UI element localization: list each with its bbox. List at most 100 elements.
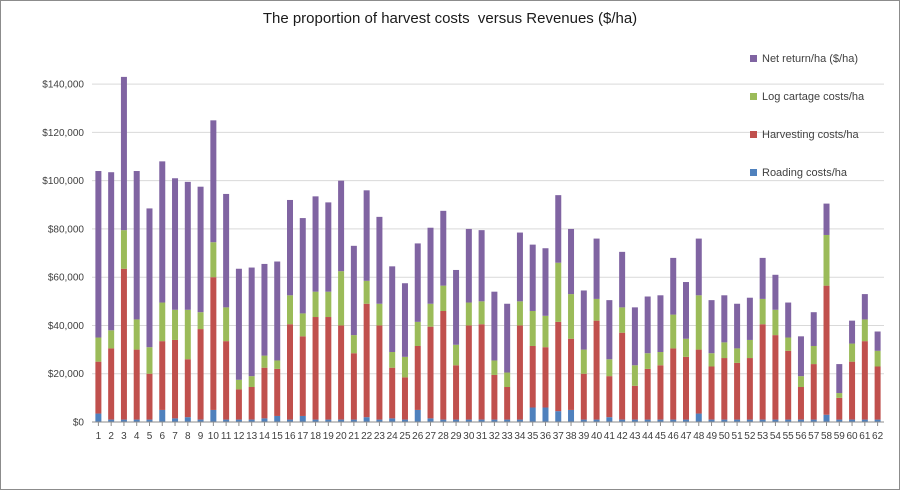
bar-segment [287, 199, 293, 296]
bar-segment [95, 361, 102, 414]
bar-segment [363, 280, 370, 304]
x-tick-label: 54 [770, 431, 782, 442]
bar-segment [223, 307, 230, 342]
bar-segment [427, 418, 434, 422]
x-tick-label: 8 [185, 431, 191, 442]
bar-segment [401, 419, 408, 422]
bar-segment [146, 347, 153, 374]
bar-segment [504, 419, 511, 422]
x-tick-label: 33 [502, 431, 514, 442]
bar-segment [184, 309, 191, 360]
bar-segment [746, 419, 753, 422]
bar-segment [580, 349, 587, 374]
legend-label: Log cartage costs/ha [762, 91, 865, 103]
bar-segment [580, 419, 587, 422]
bar-segment [861, 341, 868, 420]
bar-segment [274, 415, 281, 422]
bar-segment [338, 419, 345, 422]
bar-segment [401, 356, 408, 378]
bar-segment [453, 365, 460, 420]
bar-segment [734, 303, 741, 349]
bar-segment [746, 339, 753, 359]
bar-segment [542, 315, 549, 348]
x-tick-label: 3 [121, 431, 127, 442]
bar-segment [133, 171, 140, 320]
x-tick-label: 14 [259, 431, 271, 442]
bar-segment [325, 419, 332, 422]
bar-segment [734, 348, 741, 363]
bar-segment [785, 337, 792, 351]
x-tick-label: 58 [821, 431, 833, 442]
bar-segment [350, 419, 357, 422]
bar-segment [721, 358, 728, 420]
bar-segment [197, 312, 204, 330]
bar-segment [223, 419, 230, 422]
x-tick-label: 5 [147, 431, 153, 442]
bar-segment [657, 365, 664, 420]
x-tick-label: 37 [553, 431, 565, 442]
gridlines [92, 83, 884, 375]
bar-segment [440, 210, 447, 286]
bar-segment [261, 418, 268, 422]
x-tick-label: 32 [489, 431, 501, 442]
bar-segment [120, 76, 127, 231]
x-tick-label: 41 [604, 431, 616, 442]
bar-segment [516, 325, 523, 420]
bar-segment [810, 345, 817, 365]
bar-segment [414, 243, 421, 322]
bar-segment [529, 244, 536, 311]
bar-segment [197, 419, 204, 422]
bar-segment [683, 356, 689, 420]
bar-segment [338, 180, 345, 272]
bar-segment [619, 332, 626, 420]
x-tick-label: 38 [565, 431, 577, 442]
bar-segment [734, 362, 741, 420]
y-tick-label: $140,000 [42, 80, 84, 91]
bar-segment [363, 303, 370, 418]
bar-segment [184, 359, 191, 418]
bar-segment [108, 348, 115, 420]
bar-segment [389, 266, 396, 353]
bar-segment [836, 397, 843, 420]
bar-segment [146, 373, 153, 420]
bar-segment [631, 419, 638, 422]
bar-segment [772, 274, 779, 310]
bar-segment [721, 295, 728, 343]
bar-segment [287, 295, 293, 325]
bar-segment [516, 301, 523, 326]
y-tick-label: $40,000 [48, 321, 85, 332]
bar-segment [414, 345, 421, 410]
y-tick-label: $0 [73, 418, 85, 429]
bar-segment [529, 345, 536, 408]
bar-segment [721, 419, 728, 422]
bar-segment [683, 419, 689, 422]
legend-label: Net return/ha ($/ha) [762, 53, 858, 65]
bar-segment [619, 307, 626, 333]
x-tick-label: 24 [387, 431, 399, 442]
bar-segment [235, 389, 242, 420]
bar-segment [759, 419, 766, 422]
bar-segment [325, 291, 332, 318]
x-tick-label: 45 [655, 431, 667, 442]
bar-segment [95, 337, 102, 362]
bar-segment [874, 350, 881, 367]
bar-segment [721, 342, 728, 359]
x-tick-label: 55 [783, 431, 795, 442]
bar-segment [312, 196, 319, 292]
bar-segment [619, 419, 626, 422]
bar-segment [427, 227, 434, 304]
bar-segment [261, 355, 268, 368]
bar-segment [670, 257, 677, 315]
bar-segment [516, 419, 523, 422]
bar-segment [108, 330, 115, 349]
x-tick-label: 27 [425, 431, 437, 442]
bar-segment [836, 419, 843, 422]
bar-segment [644, 296, 651, 354]
bar-segment [478, 324, 485, 420]
x-tick-label: 50 [719, 431, 731, 442]
x-tick-label: 39 [578, 431, 590, 442]
bar-segment [120, 230, 127, 269]
bar-segment [657, 352, 664, 366]
bar-segment [235, 379, 242, 390]
bar-segment [159, 341, 166, 410]
